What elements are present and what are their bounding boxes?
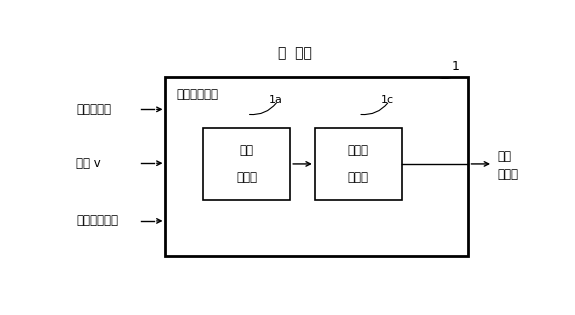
Text: ゲイン: ゲイン [348,144,369,157]
Text: 1a: 1a [269,94,283,105]
Text: 図  １２: 図 １２ [278,47,312,60]
Text: シフトレバー: シフトレバー [76,215,118,227]
Text: 操舵角: 操舵角 [497,168,519,181]
Text: 前輪操舵角: 前輪操舵角 [76,103,112,116]
Text: 1: 1 [451,60,459,73]
Text: 制御部: 制御部 [348,171,369,184]
Text: 車速 v: 車速 v [76,157,101,170]
Text: 判定部: 判定部 [236,171,257,184]
Bar [315,128,401,200]
Bar [204,128,290,200]
Text: 駐車: 駐車 [240,144,254,157]
Text: 操舵制御装置: 操舵制御装置 [177,88,218,101]
Bar [166,77,469,256]
Text: 1c: 1c [381,94,394,105]
Text: 後輪: 後輪 [497,150,511,163]
